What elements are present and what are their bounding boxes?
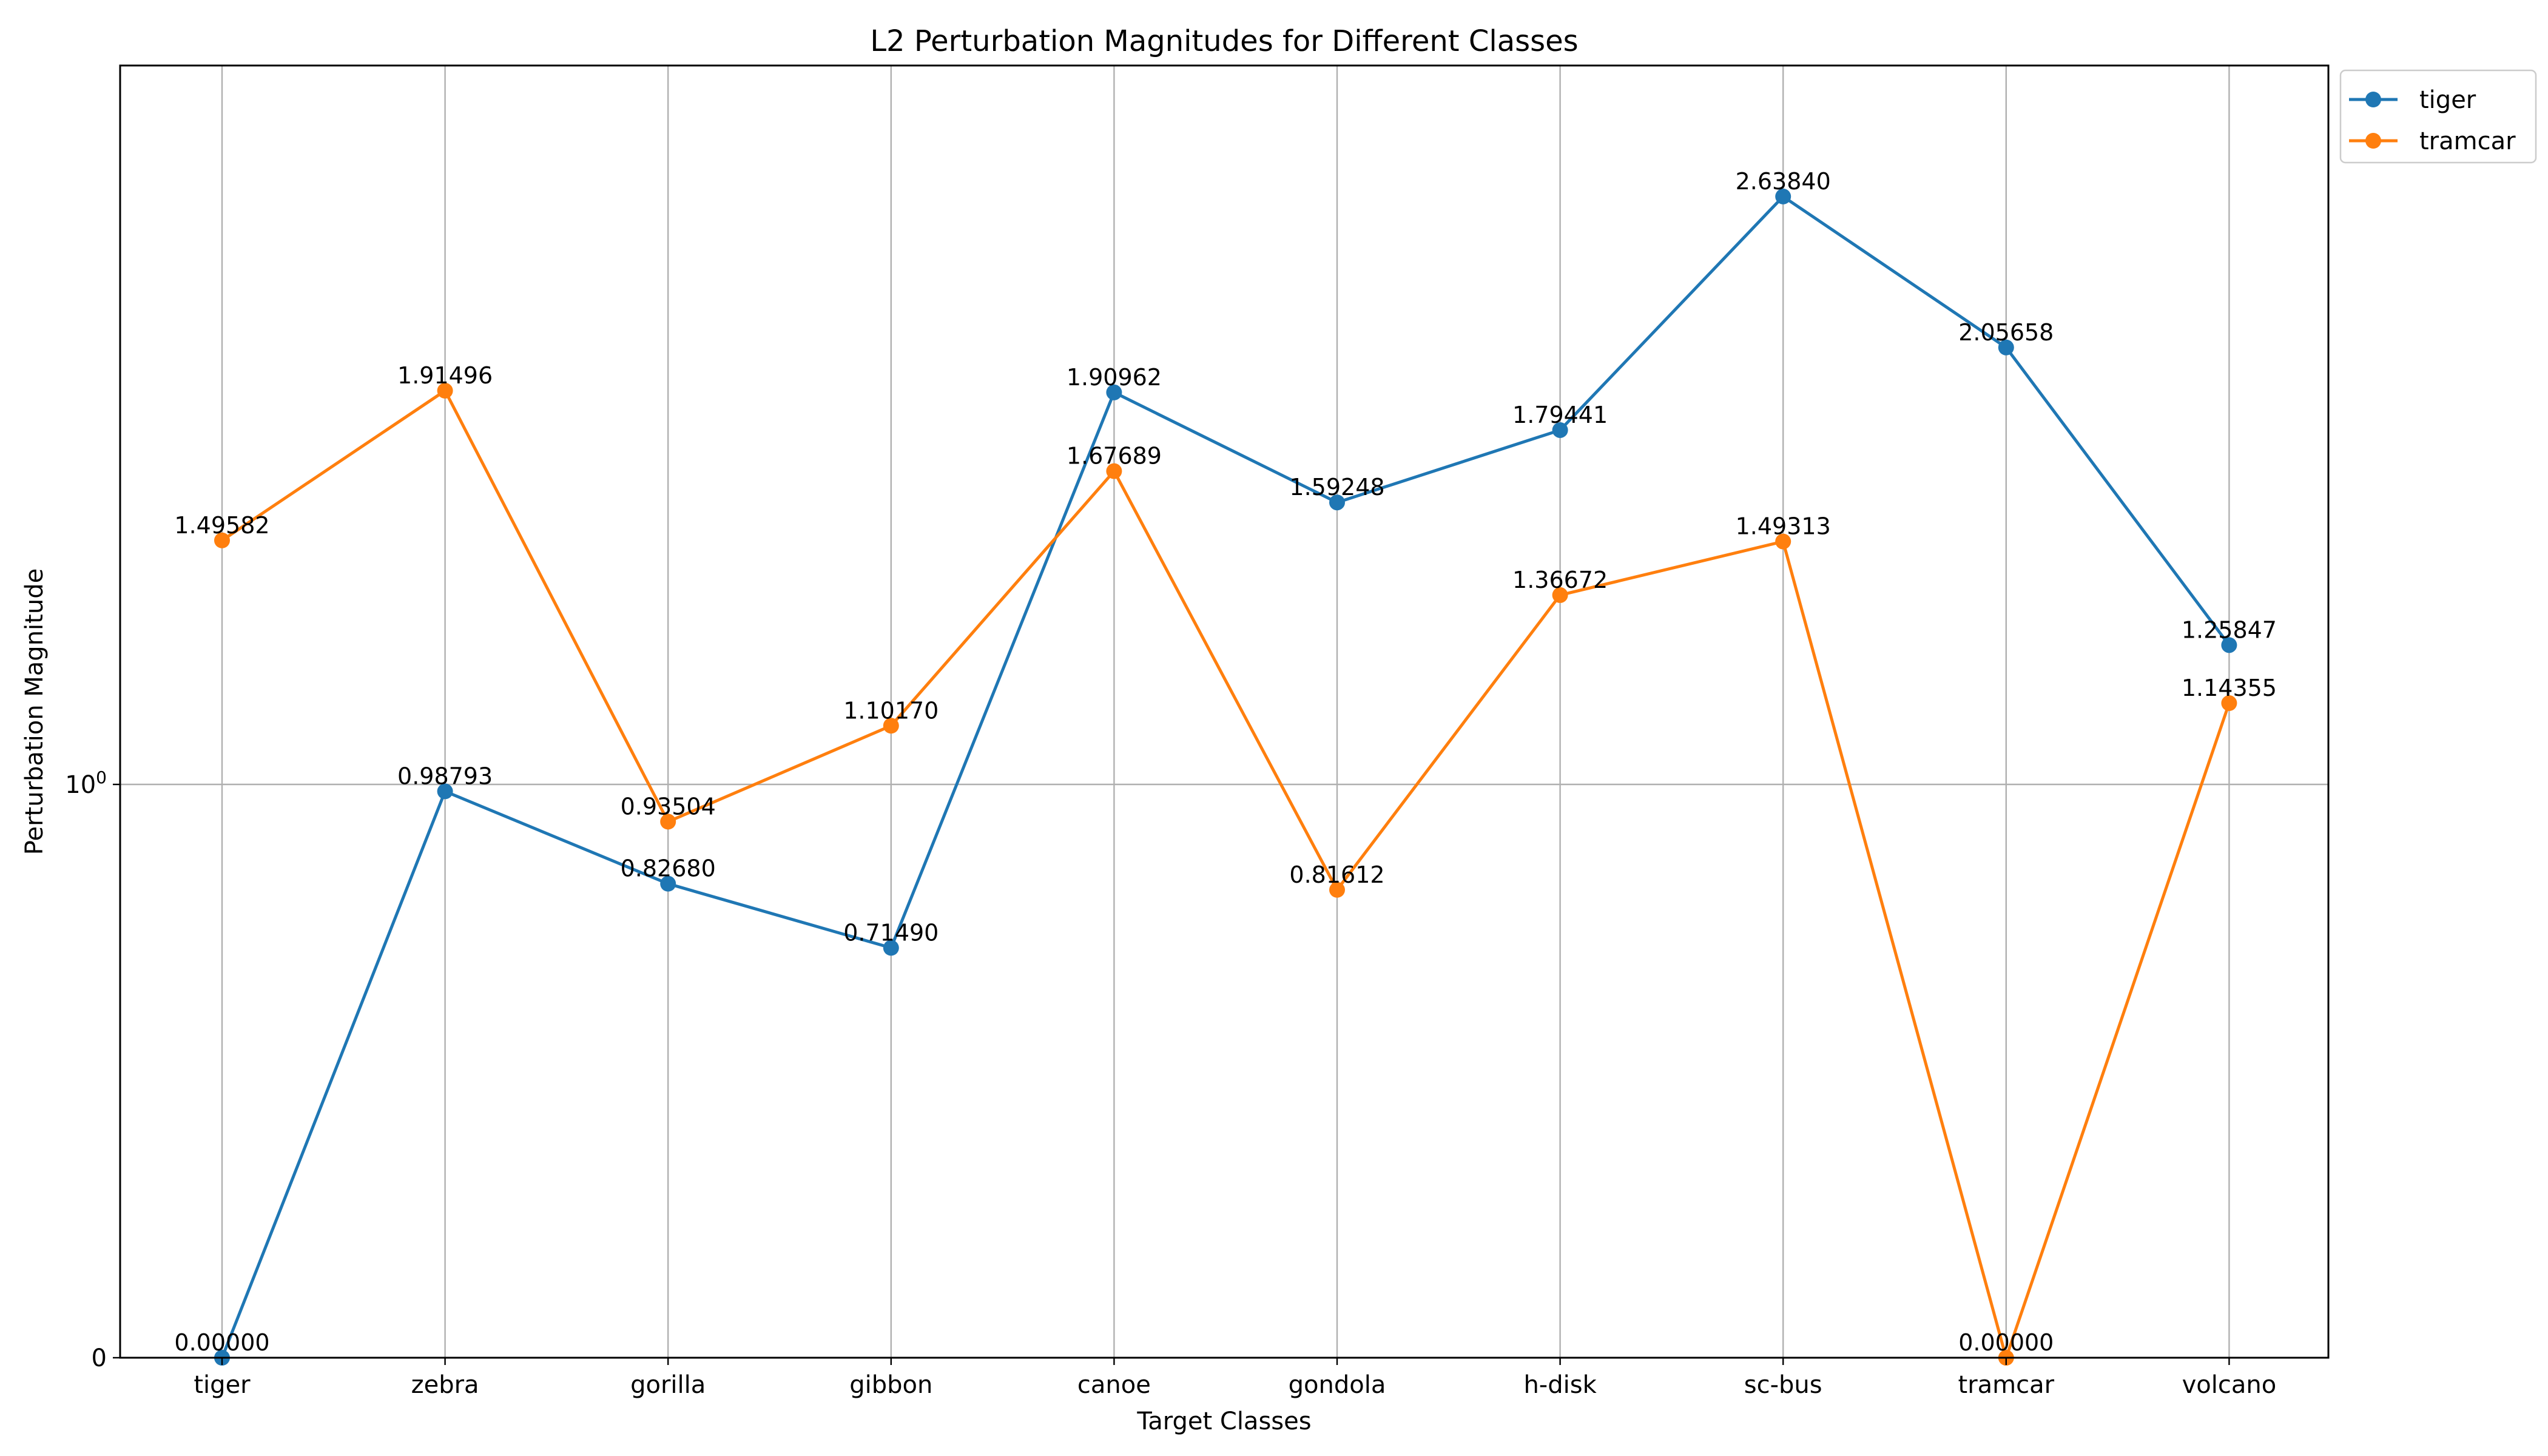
x-tick-label: gondola (1289, 1371, 1386, 1399)
data-point-tramcar (1552, 587, 1568, 603)
x-tick-label: canoe (1077, 1371, 1151, 1399)
series-line-tiger (220, 195, 2231, 1358)
data-label-tramcar: 0.93504 (621, 793, 716, 820)
legend-label-tramcar: tramcar (2419, 127, 2516, 155)
data-point-tramcar (1106, 463, 1122, 479)
x-tick-label: volcano (2182, 1371, 2277, 1399)
data-point-tiger (1106, 384, 1122, 400)
data-point-tiger (1552, 422, 1568, 438)
data-point-tramcar (1775, 533, 1791, 550)
x-tick-label: zebra (411, 1371, 479, 1399)
data-label-tiger: 0.98793 (397, 763, 493, 789)
legend-marker-tiger (2365, 92, 2381, 107)
y-tick-label: 0 (92, 1344, 107, 1372)
x-tick-label: tramcar (1958, 1371, 2055, 1399)
data-label-tramcar: 1.91496 (397, 362, 493, 389)
data-label-tiger: 1.79441 (1512, 402, 1608, 428)
data-point-tramcar (660, 814, 676, 830)
legend-label-tiger: tiger (2419, 86, 2476, 114)
data-point-tiger (1775, 188, 1791, 204)
data-label-tramcar: 1.49582 (174, 512, 269, 539)
data-label-tiger: 2.63840 (1736, 168, 1831, 195)
x-tick-label: gibbon (849, 1371, 932, 1399)
data-label-tramcar: 0.81612 (1289, 861, 1384, 888)
data-label-tiger: 1.59248 (1289, 474, 1384, 500)
data-label-tiger: 0.71490 (843, 919, 939, 946)
data-point-tiger (1998, 339, 2014, 356)
data-label-tramcar: 1.10170 (843, 697, 939, 724)
data-label-tiger: 0.82680 (621, 855, 716, 882)
data-point-tramcar (1329, 881, 1345, 898)
data-label-tiger: 1.25847 (2182, 616, 2277, 643)
data-label-tramcar: 0.00000 (1958, 1329, 2054, 1356)
x-tick-label: tiger (194, 1371, 251, 1399)
series-line-tramcar (221, 389, 2231, 1360)
series-group (214, 188, 2237, 1366)
data-label-tiger: 0.00000 (174, 1329, 269, 1356)
data-labels: 0.00000 0.98793 0.82680 0.71490 1.90962 1.592… (174, 168, 2277, 1356)
legend: tiger tramcar (2339, 69, 2537, 164)
y-axis: 0 100 (65, 767, 120, 1372)
data-point-tramcar (883, 718, 899, 734)
data-label-tramcar: 1.67689 (1067, 443, 1162, 470)
data-label-tiger: 1.90962 (1067, 364, 1162, 391)
x-axis: tiger zebra gorilla gibbon canoe gondola h-dis… (194, 1358, 2276, 1399)
data-point-tiger (883, 940, 899, 956)
y-tick-label: 100 (65, 767, 107, 799)
plot-frame (119, 64, 2330, 1359)
data-label-tramcar: 1.36672 (1512, 567, 1608, 593)
data-label-tramcar: 1.14355 (2182, 675, 2277, 701)
data-point-tiger (2221, 637, 2237, 653)
plot-area (120, 66, 2328, 1358)
y-axis-title: Perturbation Magnitude (21, 568, 49, 855)
data-point-tiger (1329, 494, 1345, 511)
data-point-tramcar (214, 532, 230, 548)
data-point-tramcar (2221, 695, 2237, 712)
data-label-tiger: 2.05658 (1958, 319, 2054, 346)
data-label-tramcar: 1.49313 (1736, 513, 1831, 540)
x-tick-label: h-disk (1523, 1371, 1597, 1399)
x-axis-title: Target Classes (1136, 1407, 1311, 1435)
data-point-tiger (660, 875, 676, 892)
data-point-tiger (437, 783, 453, 800)
x-tick-label: gorilla (630, 1371, 706, 1399)
chart-title: L2 Perturbation Magnitudes for Different… (870, 24, 1578, 58)
legend-marker-tramcar (2365, 133, 2381, 149)
data-point-tramcar (437, 383, 453, 399)
x-tick-label: sc-bus (1744, 1371, 1822, 1399)
